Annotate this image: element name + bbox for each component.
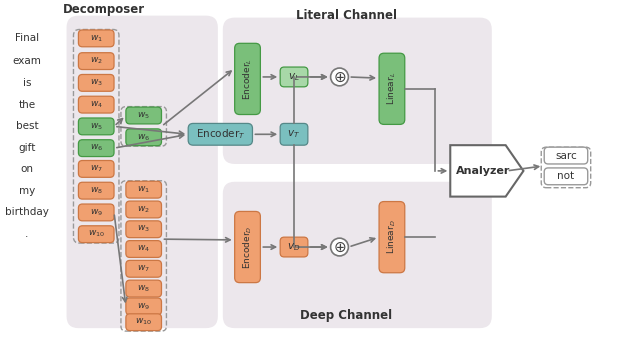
Text: .: . [26,229,29,239]
FancyBboxPatch shape [126,107,161,124]
Text: is: is [23,78,31,88]
FancyBboxPatch shape [79,182,114,199]
Circle shape [331,68,348,86]
FancyBboxPatch shape [223,18,492,164]
FancyBboxPatch shape [379,53,404,124]
FancyBboxPatch shape [79,204,114,221]
FancyBboxPatch shape [280,237,308,257]
Text: $w_4$: $w_4$ [90,99,103,110]
FancyBboxPatch shape [280,123,308,145]
Text: $w_6$: $w_6$ [90,143,103,153]
Text: $v_D$: $v_D$ [287,241,301,253]
Text: my: my [19,186,35,196]
Text: $w_1$: $w_1$ [90,33,102,44]
Text: $w_{10}$: $w_{10}$ [88,229,105,239]
Text: Encoder$_D$: Encoder$_D$ [241,225,254,269]
FancyBboxPatch shape [544,147,588,164]
Text: $w_2$: $w_2$ [138,204,150,215]
Text: gift: gift [19,143,36,153]
Circle shape [331,238,348,256]
Text: birthday: birthday [5,207,49,217]
Text: $w_7$: $w_7$ [137,264,150,274]
FancyBboxPatch shape [79,96,114,113]
FancyBboxPatch shape [223,182,492,328]
Text: Decomposer: Decomposer [63,3,145,16]
Text: $w_3$: $w_3$ [137,224,150,235]
Text: Linear$_D$: Linear$_D$ [386,220,398,254]
Text: Deep Channel: Deep Channel [300,309,392,322]
FancyBboxPatch shape [126,298,161,315]
Text: Literal Channel: Literal Channel [296,8,397,21]
Text: Linear$_L$: Linear$_L$ [386,72,398,105]
Text: $w_8$: $w_8$ [90,185,102,196]
FancyBboxPatch shape [126,129,161,146]
Text: exam: exam [13,56,42,66]
FancyBboxPatch shape [544,168,588,185]
FancyBboxPatch shape [379,202,404,273]
Text: $w_5$: $w_5$ [90,121,102,132]
Text: $w_4$: $w_4$ [137,244,150,254]
Text: Encoder$_T$: Encoder$_T$ [196,128,245,141]
Text: Final: Final [15,33,39,44]
Text: $w_9$: $w_9$ [137,301,150,312]
FancyBboxPatch shape [235,211,260,283]
Text: $w_8$: $w_8$ [137,283,150,294]
Text: Analyzer: Analyzer [456,166,510,176]
Text: $w_6$: $w_6$ [137,132,150,142]
FancyBboxPatch shape [79,53,114,69]
Text: best: best [16,121,38,131]
Text: $w_9$: $w_9$ [90,207,102,218]
FancyBboxPatch shape [126,241,161,257]
Text: $v_L$: $v_L$ [288,71,300,83]
FancyBboxPatch shape [235,43,260,115]
FancyBboxPatch shape [79,140,114,156]
Text: on: on [20,164,33,174]
Text: Encoder$_L$: Encoder$_L$ [241,58,254,100]
FancyBboxPatch shape [79,74,114,91]
FancyBboxPatch shape [79,226,114,242]
Text: the: the [19,100,36,109]
Text: $w_3$: $w_3$ [90,78,102,88]
FancyBboxPatch shape [126,201,161,218]
Text: $\oplus$: $\oplus$ [333,69,346,84]
Text: $w_2$: $w_2$ [90,56,102,66]
Text: not: not [557,171,575,181]
FancyBboxPatch shape [126,260,161,277]
FancyBboxPatch shape [126,280,161,297]
Text: $v_T$: $v_T$ [287,129,301,140]
FancyBboxPatch shape [126,181,161,198]
Text: $w_{10}$: $w_{10}$ [135,317,152,327]
Text: sarc: sarc [555,151,577,160]
FancyBboxPatch shape [126,221,161,238]
FancyBboxPatch shape [188,123,252,145]
FancyBboxPatch shape [79,160,114,177]
Text: $w_7$: $w_7$ [90,164,102,174]
FancyBboxPatch shape [79,30,114,47]
FancyBboxPatch shape [280,67,308,87]
Text: $\oplus$: $\oplus$ [333,240,346,255]
Text: $w_1$: $w_1$ [137,184,150,195]
FancyBboxPatch shape [79,118,114,135]
Polygon shape [451,145,524,197]
Text: $w_5$: $w_5$ [137,110,150,121]
FancyBboxPatch shape [126,314,161,330]
FancyBboxPatch shape [67,16,218,328]
